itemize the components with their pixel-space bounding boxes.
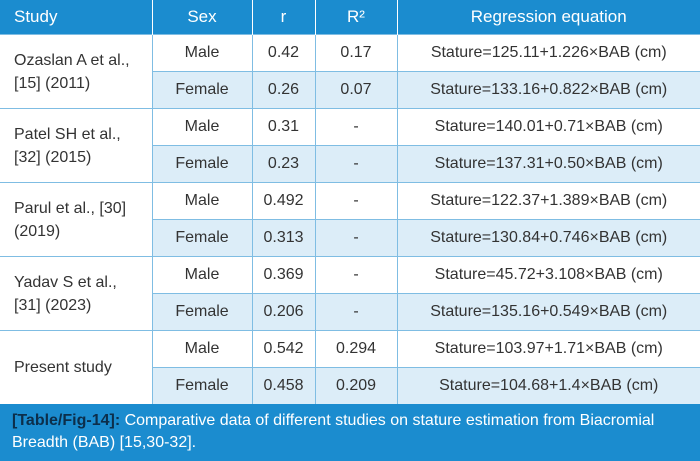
- r2-cell: 0.294: [314, 330, 398, 368]
- header-r2: R²: [314, 0, 397, 35]
- r2-cell: -: [314, 256, 398, 294]
- table-row: Yadav S et al., [31] (2023) Male 0.369 -…: [0, 256, 700, 331]
- sex-cell: Male: [151, 108, 253, 146]
- sex-cell: Female: [152, 219, 253, 257]
- equation-cell: Stature=133.16+0.822×BAB (cm): [396, 71, 700, 109]
- r2-cell: -: [314, 219, 398, 257]
- study-cell: Patel SH et al., [32] (2015): [0, 108, 153, 183]
- study-cell: Yadav S et al., [31] (2023): [0, 256, 153, 331]
- equation-cell: Stature=104.68+1.4×BAB (cm): [396, 367, 700, 405]
- equation-cell: Stature=122.37+1.389×BAB (cm): [396, 182, 700, 220]
- r-cell: 0.31: [251, 108, 316, 146]
- r2-cell: -: [314, 182, 398, 220]
- sex-cell: Male: [151, 182, 253, 220]
- table-header: Study Sex r R² Regression equation: [0, 0, 700, 35]
- header-study: Study: [0, 0, 152, 35]
- sex-cell: Female: [152, 145, 253, 183]
- equation-cell: Stature=125.11+1.226×BAB (cm): [396, 34, 700, 72]
- caption-label: [Table/Fig-14]:: [12, 412, 121, 429]
- r-cell: 0.542: [251, 330, 316, 368]
- header-sex: Sex: [151, 0, 252, 35]
- comparison-table: Study Sex r R² Regression equation Ozasl…: [0, 0, 700, 405]
- r2-cell: -: [314, 108, 398, 146]
- table-row: Female 0.23 - Stature=137.31+0.50×BAB (c…: [0, 145, 700, 183]
- table-row: Female 0.206 - Stature=135.16+0.549×BAB …: [0, 293, 700, 331]
- r-cell: 0.42: [251, 34, 316, 72]
- header-regression-equation: Regression equation: [396, 0, 700, 35]
- sex-cell: Female: [152, 71, 253, 109]
- sex-cell: Female: [152, 367, 253, 405]
- equation-cell: Stature=130.84+0.746×BAB (cm): [396, 219, 700, 257]
- r-cell: 0.206: [251, 293, 316, 331]
- header-row: Study Sex r R² Regression equation: [0, 0, 700, 35]
- equation-cell: Stature=103.97+1.71×BAB (cm): [396, 330, 700, 368]
- r2-cell: -: [314, 293, 398, 331]
- r2-cell: 0.209: [314, 367, 398, 405]
- table-caption: [Table/Fig-14]: Comparative data of diff…: [0, 404, 700, 461]
- study-cell: Ozaslan A et al., [15] (2011): [0, 34, 153, 109]
- r-cell: 0.458: [251, 367, 316, 405]
- sex-cell: Male: [151, 330, 253, 368]
- sex-cell: Male: [151, 256, 253, 294]
- r-cell: 0.492: [251, 182, 316, 220]
- equation-cell: Stature=45.72+3.108×BAB (cm): [396, 256, 700, 294]
- table-row: Ozaslan A et al., [15] (2011) Male 0.42 …: [0, 34, 700, 109]
- table-row: Female 0.313 - Stature=130.84+0.746×BAB …: [0, 219, 700, 257]
- equation-cell: Stature=140.01+0.71×BAB (cm): [396, 108, 700, 146]
- table-body: Ozaslan A et al., [15] (2011) Male 0.42 …: [0, 34, 700, 405]
- r-cell: 0.23: [251, 145, 316, 183]
- r-cell: 0.26: [251, 71, 316, 109]
- table-row: Present study Male 0.542 0.294 Stature=1…: [0, 330, 700, 405]
- table-row: Parul et al., [30] (2019) Male 0.492 - S…: [0, 182, 700, 257]
- r2-cell: 0.07: [314, 71, 398, 109]
- r2-cell: 0.17: [314, 34, 398, 72]
- equation-cell: Stature=135.16+0.549×BAB (cm): [396, 293, 700, 331]
- equation-cell: Stature=137.31+0.50×BAB (cm): [396, 145, 700, 183]
- sex-cell: Female: [152, 293, 253, 331]
- table-row: Patel SH et al., [32] (2015) Male 0.31 -…: [0, 108, 700, 183]
- study-cell: Present study: [0, 330, 153, 405]
- study-cell: Parul et al., [30] (2019): [0, 182, 153, 257]
- header-r: r: [251, 0, 315, 35]
- caption-text: Comparative data of different studies on…: [12, 412, 655, 451]
- r2-cell: -: [314, 145, 398, 183]
- r-cell: 0.313: [251, 219, 316, 257]
- sex-cell: Male: [151, 34, 253, 72]
- r-cell: 0.369: [251, 256, 316, 294]
- table-row: Female 0.458 0.209 Stature=104.68+1.4×BA…: [0, 367, 700, 405]
